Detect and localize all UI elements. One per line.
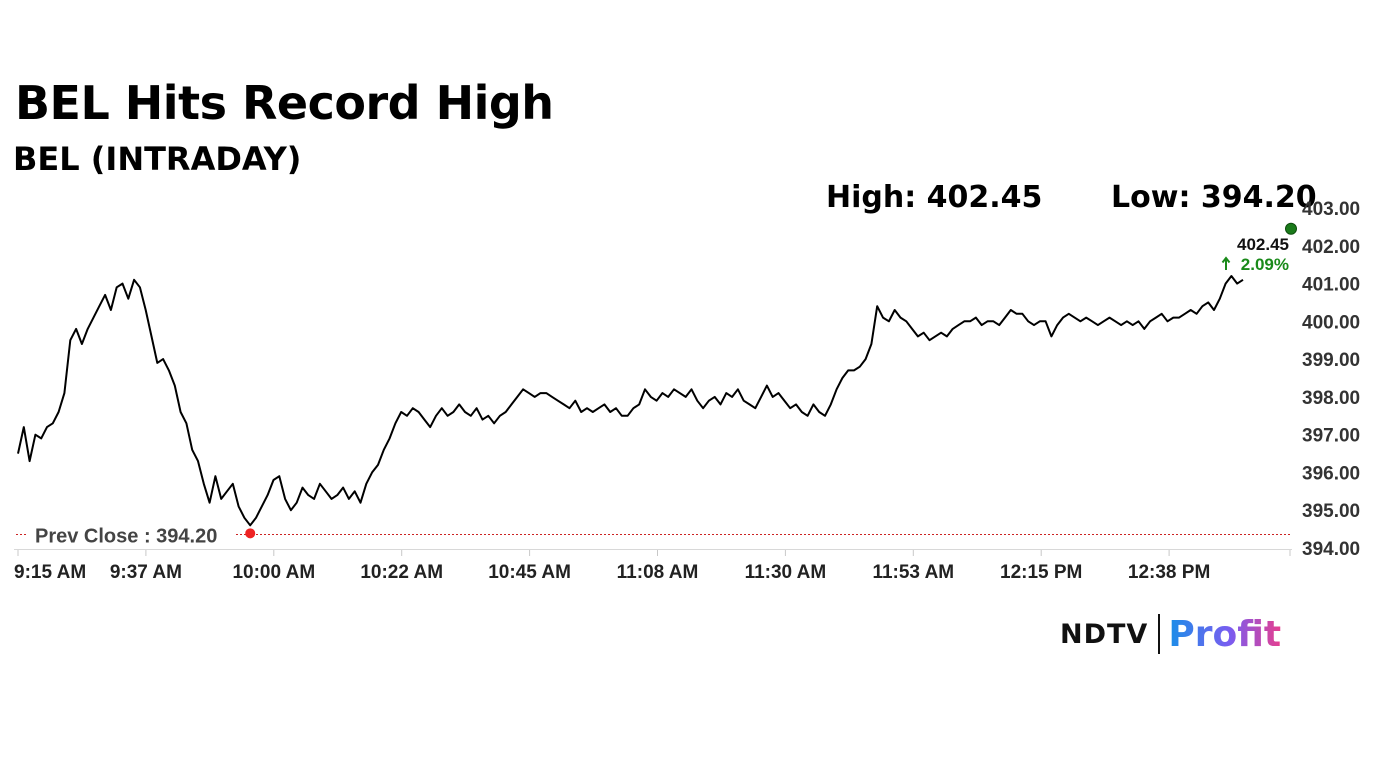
- y-tick-label: 397.00: [1302, 426, 1360, 447]
- y-tick-label: 401.00: [1302, 275, 1360, 296]
- chart-title: BEL Hits Record High: [15, 76, 554, 130]
- x-tick-label: 10:00 AM: [232, 562, 315, 583]
- y-tick-label: 399.00: [1302, 350, 1360, 371]
- ndtv-wordmark: NDTV: [1060, 618, 1149, 650]
- last-price-label: 402.45: [1237, 235, 1289, 254]
- day-high-marker: [1285, 222, 1297, 235]
- x-tick-label: 9:15 AM: [14, 562, 86, 583]
- y-tick-label: 400.00: [1302, 312, 1360, 333]
- profit-wordmark: Profit: [1168, 613, 1282, 655]
- y-tick-label: 394.00: [1302, 539, 1360, 560]
- x-tick-label: 10:22 AM: [360, 562, 443, 583]
- x-tick-label: 11:08 AM: [617, 562, 699, 583]
- prev-close-label-bg: [28, 522, 234, 547]
- prev-close-label: Prev Close : 394.20: [35, 525, 217, 547]
- logo-divider: [1158, 614, 1161, 654]
- x-tick-label: 12:15 PM: [1000, 562, 1082, 583]
- x-tick-label: 10:45 AM: [488, 562, 571, 583]
- day-low-marker: [245, 528, 256, 539]
- y-tick-label: 398.00: [1302, 388, 1360, 409]
- chart-subtitle: BEL (INTRADAY): [13, 140, 302, 178]
- x-tick-label: 12:38 PM: [1128, 562, 1210, 583]
- y-tick-label: 402.00: [1302, 237, 1360, 258]
- x-tick-label: 11:53 AM: [872, 562, 954, 583]
- x-tick-label: 9:37 AM: [110, 562, 182, 583]
- x-tick-label: 11:30 AM: [745, 562, 827, 583]
- high-stat: High: 402.45: [826, 180, 1043, 215]
- low-stat: Low: 394.20: [1111, 180, 1317, 215]
- up-arrow-icon: [1221, 256, 1231, 270]
- y-tick-label: 403.00: [1302, 199, 1360, 220]
- price-line: [17, 275, 1244, 527]
- change-percent-label: 2.09%: [1241, 255, 1289, 274]
- ndtv-profit-logo: NDTV Profit: [1060, 612, 1281, 656]
- y-tick-label: 396.00: [1302, 463, 1360, 484]
- y-tick-label: 395.00: [1302, 501, 1360, 522]
